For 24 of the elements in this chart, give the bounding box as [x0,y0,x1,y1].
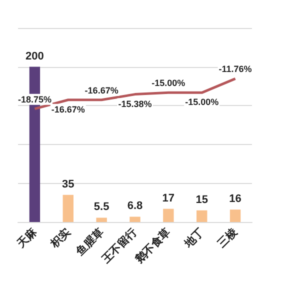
x-tick-label: 天麻 [14,224,40,251]
data-label: -16.67% [84,85,118,96]
bar [163,208,174,222]
data-label: 35 [62,178,74,190]
bar [230,210,241,222]
data-label: -18.75% [18,94,52,104]
bar [96,218,107,222]
data-label: 5.5 [94,201,110,214]
data-label: -11.76% [218,64,252,74]
bar [62,194,74,222]
x-tick-label: 三棱 [215,224,241,250]
data-label: 200 [26,50,44,62]
data-label: -15.00% [152,78,186,88]
data-label: -16.67% [51,104,85,114]
data-label: 6.8 [127,200,143,212]
data-label: 16 [229,193,242,206]
x-tick-label: 枳实 [47,225,73,251]
data-label: 17 [162,192,175,204]
data-label: -15.00% [185,97,219,108]
x-tick-label: 地丁 [180,225,206,251]
bar [130,216,140,222]
data-label: -15.38% [118,98,152,109]
data-label: 15 [196,194,208,206]
bar [196,210,208,222]
